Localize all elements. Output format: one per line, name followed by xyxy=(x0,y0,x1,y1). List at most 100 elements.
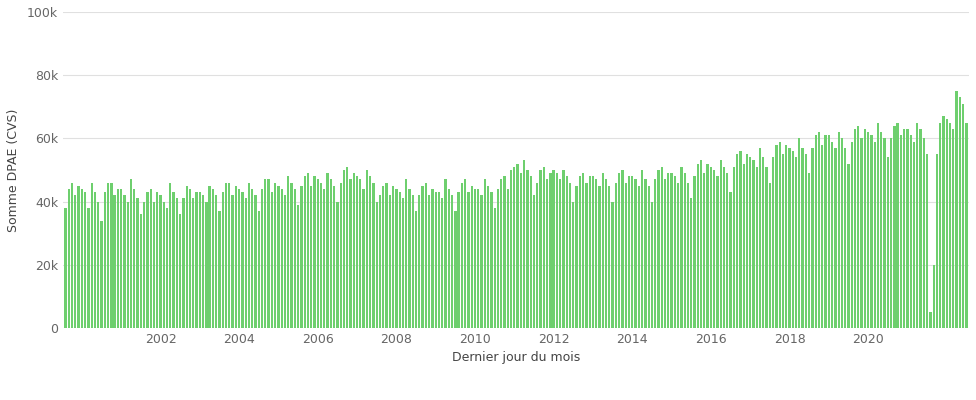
Bar xyxy=(821,145,824,328)
Bar xyxy=(808,262,810,328)
Bar xyxy=(267,265,269,328)
Bar xyxy=(867,236,870,328)
Bar xyxy=(379,271,382,328)
Bar xyxy=(352,258,355,328)
Bar xyxy=(337,274,339,328)
Bar xyxy=(176,278,178,328)
Bar xyxy=(238,189,240,328)
Bar xyxy=(612,202,614,328)
Bar xyxy=(458,278,460,328)
Bar xyxy=(671,268,672,328)
Bar xyxy=(782,252,784,328)
Bar xyxy=(142,202,145,328)
Bar xyxy=(634,268,636,328)
Bar xyxy=(451,195,453,328)
Bar xyxy=(831,246,834,328)
Bar xyxy=(320,183,322,328)
Bar xyxy=(376,202,378,328)
Bar xyxy=(874,142,875,328)
Bar xyxy=(739,151,742,328)
Bar xyxy=(591,268,594,328)
Bar xyxy=(654,271,656,328)
Bar xyxy=(566,268,568,328)
Bar xyxy=(438,192,440,328)
Bar xyxy=(284,195,286,328)
Bar xyxy=(294,271,296,328)
Bar xyxy=(140,280,142,328)
Bar xyxy=(504,268,506,328)
Bar xyxy=(765,262,768,328)
Bar xyxy=(199,192,201,328)
Bar xyxy=(569,271,571,328)
Bar xyxy=(422,186,424,328)
Bar xyxy=(687,183,689,328)
Bar xyxy=(825,240,827,328)
Bar xyxy=(166,208,168,328)
Bar xyxy=(598,271,600,328)
Bar xyxy=(723,167,725,328)
Bar xyxy=(487,274,489,328)
Bar xyxy=(608,186,610,328)
Bar xyxy=(785,145,788,328)
Bar xyxy=(362,189,365,328)
Bar xyxy=(248,271,250,328)
Bar xyxy=(113,195,116,328)
Bar xyxy=(234,186,237,328)
Bar xyxy=(631,268,633,328)
Bar xyxy=(107,183,109,328)
Bar xyxy=(618,173,621,328)
Bar xyxy=(864,233,866,328)
Bar xyxy=(261,274,264,328)
Bar xyxy=(497,189,499,328)
Bar xyxy=(897,122,899,328)
Bar xyxy=(366,170,368,328)
Bar xyxy=(431,189,433,328)
Bar xyxy=(205,280,208,328)
Bar xyxy=(825,135,827,328)
Bar xyxy=(586,183,588,328)
Bar xyxy=(398,192,401,328)
Bar xyxy=(661,265,663,328)
Bar xyxy=(183,278,184,328)
Bar xyxy=(916,230,918,328)
Bar xyxy=(893,126,896,328)
Bar xyxy=(258,284,260,328)
Bar xyxy=(690,278,692,328)
Bar xyxy=(163,278,165,328)
Bar xyxy=(130,180,132,328)
Bar xyxy=(84,274,86,328)
Bar xyxy=(313,176,315,328)
Bar xyxy=(871,240,873,328)
Bar xyxy=(316,180,319,328)
Bar xyxy=(661,167,663,328)
Bar xyxy=(910,135,912,328)
Bar xyxy=(657,170,660,328)
Bar xyxy=(605,180,607,328)
Bar xyxy=(428,195,430,328)
Bar xyxy=(500,180,503,328)
Bar xyxy=(264,180,266,328)
Bar xyxy=(202,195,204,328)
Bar xyxy=(890,138,892,328)
Bar xyxy=(372,268,375,328)
Bar xyxy=(857,126,860,328)
Bar xyxy=(897,230,899,328)
Bar xyxy=(110,183,112,328)
Bar xyxy=(120,189,122,328)
Bar xyxy=(729,192,732,328)
Bar xyxy=(480,195,483,328)
Bar xyxy=(199,274,201,328)
Bar xyxy=(301,186,303,328)
Bar xyxy=(166,280,168,328)
Bar xyxy=(349,265,351,328)
Bar xyxy=(828,243,830,328)
Bar xyxy=(304,265,305,328)
Bar xyxy=(844,148,846,328)
Bar xyxy=(834,249,836,328)
Bar xyxy=(949,122,952,328)
Bar xyxy=(513,265,515,328)
Bar xyxy=(507,189,508,328)
Bar xyxy=(707,164,709,328)
Bar xyxy=(258,211,260,328)
Bar xyxy=(752,258,754,328)
